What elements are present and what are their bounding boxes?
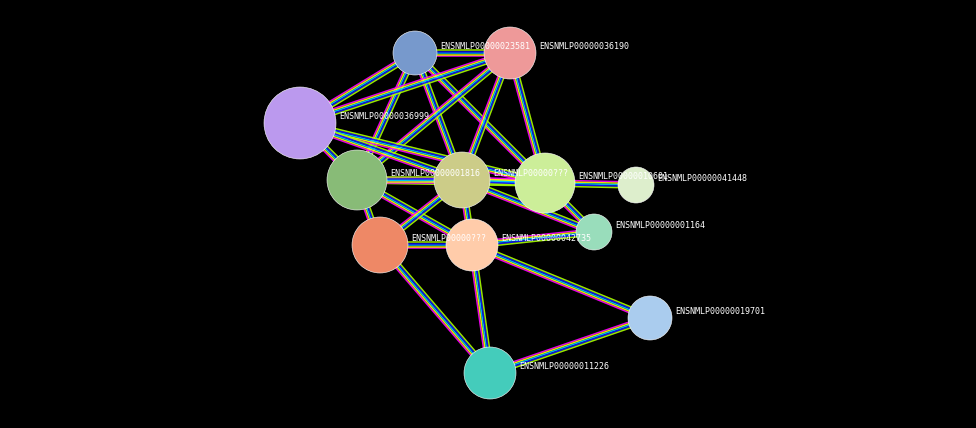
Circle shape	[515, 153, 575, 213]
Text: ENSNMLP00000036190: ENSNMLP00000036190	[539, 42, 629, 51]
Circle shape	[446, 219, 498, 271]
Text: ENSNMLP00000036999: ENSNMLP00000036999	[339, 112, 429, 121]
Text: ENSNMLP00000010601: ENSNMLP00000010601	[578, 172, 668, 181]
Circle shape	[327, 150, 387, 210]
Circle shape	[464, 347, 516, 399]
Text: ENSNMLP00000011226: ENSNMLP00000011226	[519, 362, 609, 371]
Circle shape	[618, 167, 654, 203]
Circle shape	[352, 217, 408, 273]
Circle shape	[628, 296, 672, 340]
Circle shape	[484, 27, 536, 79]
Circle shape	[576, 214, 612, 250]
Circle shape	[434, 152, 490, 208]
Text: ENSNMLP00000???: ENSNMLP00000???	[493, 169, 568, 178]
Text: ENSNMLP00000019701: ENSNMLP00000019701	[675, 307, 765, 316]
Text: ENSNMLP00000041448: ENSNMLP00000041448	[657, 174, 747, 183]
Text: ENSNMLP00000001816: ENSNMLP00000001816	[390, 169, 480, 178]
Circle shape	[393, 31, 437, 75]
Circle shape	[264, 87, 336, 159]
Text: ENSNMLP00000042735: ENSNMLP00000042735	[501, 234, 591, 243]
Text: ENSNMLP00000001164: ENSNMLP00000001164	[615, 221, 705, 230]
Text: ENSNMLP00000???: ENSNMLP00000???	[411, 234, 486, 243]
Text: ENSNMLP00000023581: ENSNMLP00000023581	[440, 42, 530, 51]
